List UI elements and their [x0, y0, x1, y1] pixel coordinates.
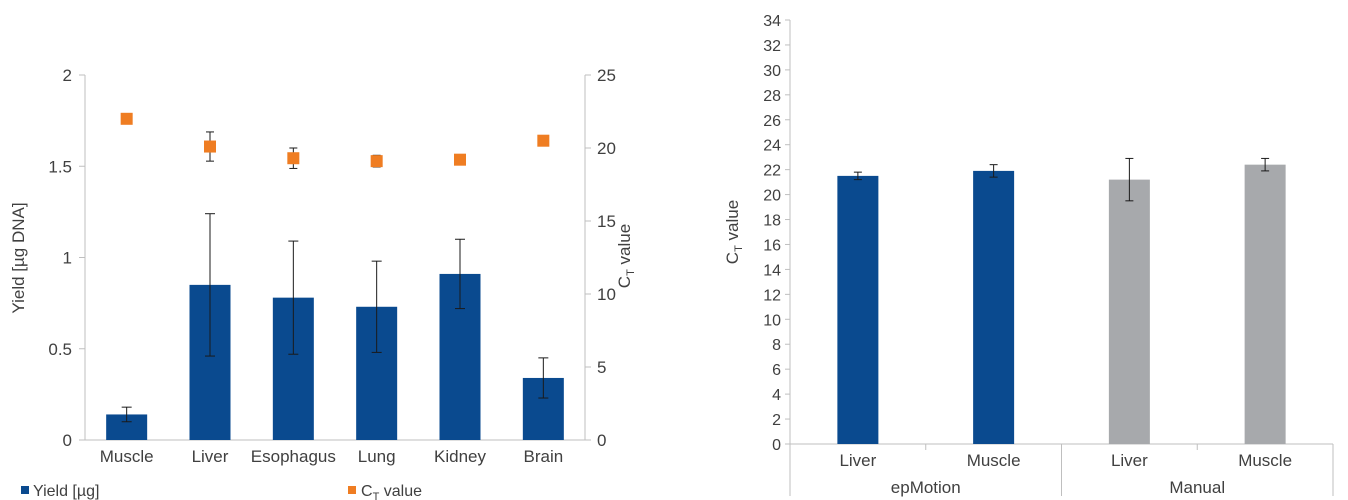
left-legend: Yield [µg] CT value	[21, 483, 422, 500]
y2-tick-label: 15	[597, 212, 616, 231]
left-y2-axis-title: CT value	[615, 224, 637, 288]
y-tick-label: 0	[772, 437, 781, 454]
bar-manual-muscle	[1244, 164, 1286, 445]
ct-point-brain	[537, 134, 550, 147]
right-axes	[785, 19, 1334, 496]
y-tick-label: 20	[763, 188, 781, 205]
y-tick-label: 14	[763, 262, 781, 279]
y2-tick-label: 0	[597, 431, 606, 450]
x-tick-label-lung: Lung	[358, 447, 396, 466]
x-tick-label-liver: Liver	[192, 447, 229, 466]
legend-swatch-ct	[348, 486, 356, 494]
group-label-epmotion: epMotion	[891, 478, 961, 497]
yield-bars	[106, 213, 564, 440]
y-tick-label: 0.5	[48, 340, 72, 359]
x-tick-label-muscle: Muscle	[100, 447, 154, 466]
y-tick-label: 1.5	[48, 157, 72, 176]
y-tick-label: 16	[763, 237, 781, 254]
y2-tick-label: 10	[597, 285, 616, 304]
ct-point-muscle	[120, 112, 133, 125]
bar-manual-liver	[1108, 179, 1150, 444]
y-tick-label: 18	[763, 213, 781, 230]
group-label-manual: Manual	[1169, 478, 1225, 497]
y2-tick-label: 5	[597, 358, 606, 377]
y-tick-label: 10	[763, 312, 781, 329]
y-tick-label: 12	[763, 287, 781, 304]
y-tick-label: 0	[63, 431, 72, 450]
ct-point-kidney	[454, 153, 466, 166]
y-tick-label: 8	[772, 337, 781, 354]
y-tick-label: 34	[763, 13, 781, 30]
legend-label-yield: Yield [µg]	[33, 483, 99, 500]
left-axes	[79, 74, 591, 441]
x-tick-label-esophagus: Esophagus	[251, 447, 336, 466]
y-tick-label: 32	[763, 38, 781, 55]
bar-epmotion-muscle	[973, 170, 1015, 445]
x-tick-label-manual-liver: Liver	[1111, 451, 1148, 470]
x-tick-label-kidney: Kidney	[434, 447, 486, 466]
ct-point-lung	[370, 155, 383, 168]
bar-epmotion-liver	[837, 175, 879, 444]
y2-tick-label: 20	[597, 139, 616, 158]
right-y-axis-title: CT value	[723, 200, 745, 264]
x-tick-label-manual-muscle: Muscle	[1238, 451, 1292, 470]
left-y-axis-title: Yield [µg DNA]	[9, 202, 28, 313]
x-tick-label-epmotion-muscle: Muscle	[967, 451, 1021, 470]
y-tick-label: 30	[763, 63, 781, 80]
ct-point-esophagus	[287, 152, 300, 165]
y-tick-label: 22	[763, 163, 781, 180]
legend-label-ct: CT value	[361, 483, 422, 500]
legend-swatch-yield	[21, 486, 29, 494]
y-tick-label: 28	[763, 88, 781, 105]
ct-point-liver	[204, 140, 216, 153]
y-tick-label: 6	[772, 362, 781, 379]
y-tick-label: 2	[772, 412, 781, 429]
y-tick-label: 2	[63, 66, 72, 85]
ct-bars	[837, 157, 1286, 445]
x-tick-label-brain: Brain	[523, 447, 563, 466]
y-tick-label: 24	[763, 138, 781, 155]
y2-tick-label: 25	[597, 66, 616, 85]
y-tick-label: 1	[63, 249, 72, 268]
ct-points	[120, 112, 550, 169]
y-tick-label: 4	[772, 387, 781, 404]
y-tick-label: 26	[763, 113, 781, 130]
x-tick-label-epmotion-liver: Liver	[839, 451, 876, 470]
